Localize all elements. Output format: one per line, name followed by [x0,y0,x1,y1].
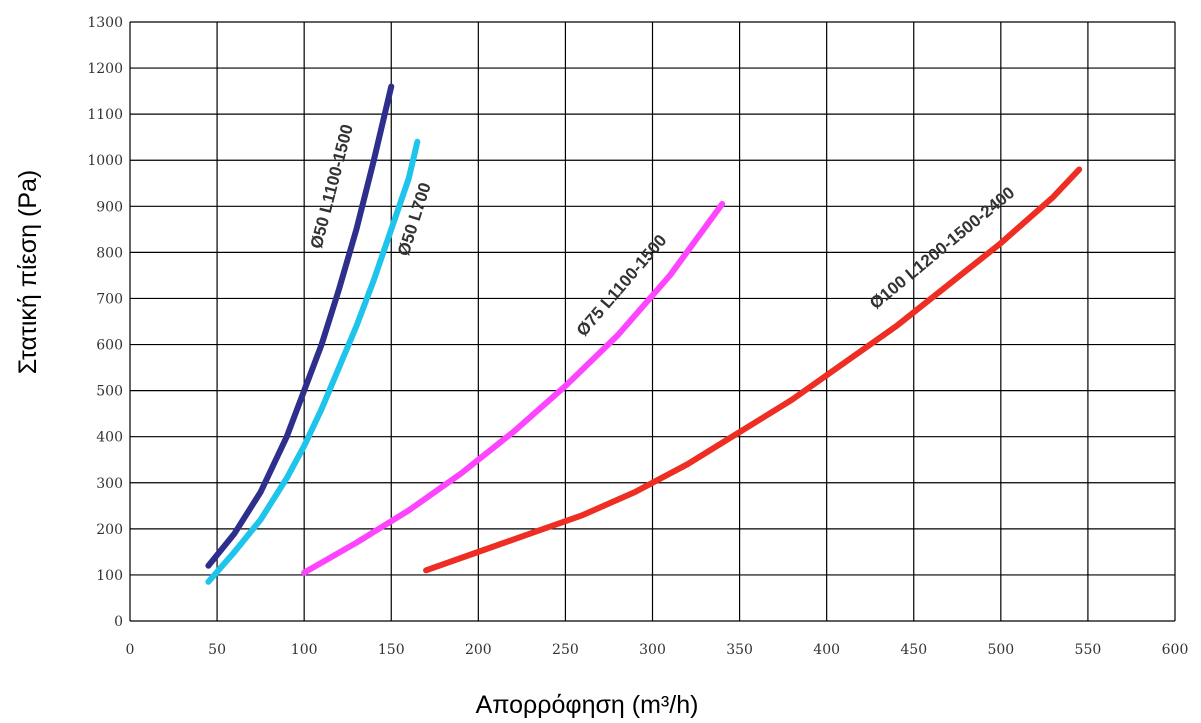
x-tick-label: 250 [552,642,579,658]
y-tick-label: 100 [96,568,123,584]
y-tick-label: 1200 [87,61,123,77]
x-tick-label: 350 [726,642,753,658]
y-tick-label: 800 [96,245,123,261]
y-tick-label: 200 [96,522,123,538]
x-axis-ticks: 0 50 100 150 200 250 300 350 400 450 500 550 600 [126,642,1189,658]
series-line [301,201,726,576]
x-axis-title: Απορρόφηση (m³/h) [476,691,699,719]
x-tick-label: 300 [639,642,666,658]
x-tick-label: 500 [987,642,1014,658]
x-tick-label: 200 [465,642,492,658]
y-tick-label: 900 [96,199,123,215]
series-lines [205,83,1083,585]
series-line [205,83,395,569]
series-label: Ø75 L1100-1500 [573,231,671,340]
grid [129,21,1176,622]
y-tick-label: 700 [96,291,123,307]
y-tick-label: 400 [96,430,123,446]
x-tick-label: 0 [126,642,135,658]
y-tick-label: 1100 [87,107,123,123]
y-tick-label: 500 [96,384,123,400]
y-tick-label: 600 [96,338,123,354]
y-tick-label: 0 [114,614,123,630]
x-tick-label: 600 [1162,642,1189,658]
x-tick-label: 550 [1075,642,1102,658]
y-axis-ticks: 0 100 200 300 400 500 600 700 800 900 1000 1100 1200… [87,15,123,630]
x-tick-label: 400 [813,642,840,658]
series-line [205,138,421,585]
series-line [423,166,1083,574]
x-tick-label: 450 [900,642,927,658]
series-label: Ø50 L1100-1500 [307,122,357,250]
x-tick-label: 50 [208,642,226,658]
x-tick-label: 100 [291,642,318,658]
series-label: Ø50 L700 [394,180,435,258]
x-tick-label: 150 [378,642,405,658]
y-tick-label: 300 [96,476,123,492]
y-tick-label: 1300 [87,15,123,31]
y-axis-title: Στατική πίεση (Pa) [14,170,42,374]
y-tick-label: 1000 [87,153,123,169]
